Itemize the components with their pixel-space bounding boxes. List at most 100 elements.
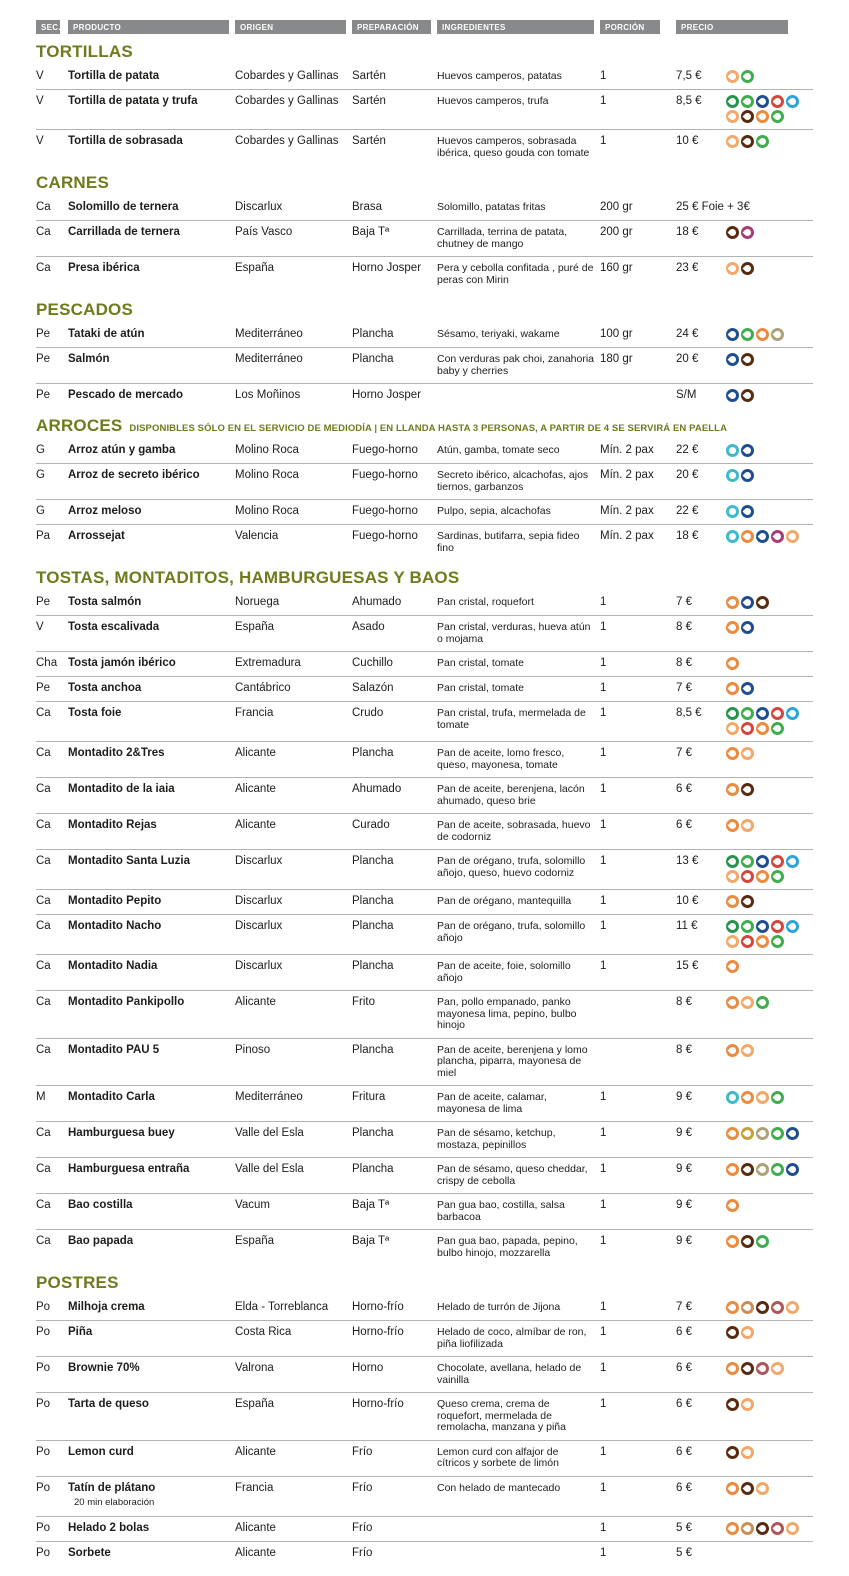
row-preparation: Curado (352, 819, 390, 831)
allergen-icons (726, 469, 812, 482)
row-origin: Alicante (235, 783, 276, 795)
row-preparation: Plancha (352, 895, 394, 907)
row-price-cell: 7 € (676, 746, 813, 771)
allergen-orange-icon (726, 1163, 739, 1176)
row-portion: Mín. 2 pax (600, 469, 654, 481)
row-origin: Mediterráneo (235, 353, 303, 365)
row-portion: 1 (600, 960, 607, 972)
allergen-green-icon (726, 707, 739, 720)
row-origin: Cobardes y Gallinas (235, 135, 339, 147)
product-note: 20 min elaboración (74, 1496, 155, 1508)
row-sec-code: Ca (36, 201, 51, 213)
row-price: 9 € (676, 1091, 692, 1103)
allergen-orange-icon (726, 747, 739, 760)
allergen-peach-icon (741, 996, 754, 1009)
row-price: 24 € (676, 328, 699, 340)
allergen-lime-icon (771, 1127, 784, 1140)
allergen-orange-icon (726, 1235, 739, 1248)
allergen-brown-icon (741, 895, 754, 908)
column-header-porcion: PORCIÓN (600, 20, 660, 34)
allergen-icons (726, 226, 812, 239)
allergen-icons (726, 1481, 812, 1495)
allergen-navy-icon (756, 95, 769, 108)
row-product: Pescado de mercado (68, 388, 235, 402)
row-price-cell: 9 € (676, 1234, 813, 1259)
allergen-tan-icon (741, 1301, 754, 1314)
allergen-icons (726, 1199, 812, 1212)
row-product: Presa ibérica (68, 261, 235, 286)
section-rows: G Arroz atún y gamba Molino Roca Fuego-h… (36, 439, 813, 560)
allergen-navy-icon (741, 621, 754, 634)
section-title: TOSTAS, MONTADITOS, HAMBURGUESAS Y BAOS (36, 568, 813, 588)
row-price: 23 € (676, 262, 699, 274)
row-ingredients: Pan de orégano, mantequilla (437, 895, 572, 907)
row-portion: 1 (600, 1521, 607, 1534)
allergen-brown-icon (741, 1163, 754, 1176)
menu-row: Po Milhoja crema Elda - Torreblanca Horn… (36, 1296, 813, 1320)
row-price-cell: 5 € (676, 1546, 813, 1560)
row-product: Lemon curd (68, 1445, 235, 1470)
row-price: 7 € (676, 747, 692, 759)
row-sec-code: Pe (36, 353, 51, 365)
allergen-lime-icon (741, 920, 754, 933)
row-price-cell: 8 € (676, 656, 813, 670)
row-price-cell: 7,5 € (676, 69, 813, 83)
row-product: Tatín de plátano 20 min elaboración (68, 1481, 235, 1510)
row-price-cell: 6 € (676, 1361, 813, 1386)
menu-row: G Arroz meloso Molino Roca Fuego-horno P… (36, 499, 813, 524)
allergen-orange-icon (756, 870, 769, 883)
allergen-navy-icon (756, 920, 769, 933)
row-product: Montadito Pepito (68, 894, 235, 908)
row-price-cell: 6 € (676, 1397, 813, 1434)
allergen-peach-icon (771, 1362, 784, 1375)
product-name: Presa ibérica (68, 262, 140, 274)
menu-row: G Arroz atún y gamba Molino Roca Fuego-h… (36, 439, 813, 463)
product-name: Tataki de atún (68, 328, 145, 340)
product-name: Montadito Nadia (68, 960, 158, 972)
allergen-lime-icon (771, 1163, 784, 1176)
allergen-lime-icon (741, 855, 754, 868)
row-ingredients: Pan cristal, tomate (437, 657, 524, 669)
allergen-navy-icon (726, 389, 739, 402)
row-preparation: Horno Josper (352, 262, 422, 274)
menu-row: Pe Tataki de atún Mediterráneo Plancha S… (36, 323, 813, 347)
row-preparation: Asado (352, 621, 385, 633)
allergen-orange-icon (726, 895, 739, 908)
row-price-cell: 7 € (676, 595, 813, 609)
row-portion (600, 1043, 676, 1080)
row-price: 6 € (676, 1362, 692, 1374)
row-origin: Discarlux (235, 895, 283, 907)
allergen-navy-icon (726, 353, 739, 366)
row-price: 9 € (676, 1235, 692, 1247)
allergen-brown-icon (741, 783, 754, 796)
row-price-cell: 10 € (676, 134, 813, 159)
row-preparation: Plancha (352, 328, 394, 340)
row-preparation: Cuchillo (352, 657, 393, 669)
row-portion: 180 gr (600, 353, 633, 365)
row-ingredients (437, 1521, 600, 1535)
product-name: Bao costilla (68, 1199, 133, 1211)
row-price-cell: 22 € (676, 443, 813, 457)
row-origin: Alicante (235, 1445, 276, 1458)
allergen-maroon-icon (771, 1521, 784, 1535)
row-ingredients: Carrillada, terrina de patata, chutney d… (437, 226, 568, 250)
allergen-orange-icon (726, 783, 739, 796)
allergen-lime-icon (771, 110, 784, 123)
product-name: Hamburguesa buey (68, 1127, 175, 1139)
section-title: ARROCES DISPONIBLES SÓLO EN EL SERVICIO D… (36, 416, 813, 436)
allergen-brown-icon (741, 135, 754, 148)
allergen-icons (726, 530, 812, 543)
allergen-brown-icon (741, 1481, 754, 1495)
allergen-icons (726, 1235, 812, 1248)
product-name: Milhoja crema (68, 1301, 145, 1313)
row-product: Tarta de queso (68, 1397, 235, 1434)
column-header-origen: ORIGEN (235, 20, 346, 34)
allergen-icons (726, 1398, 812, 1411)
allergen-icons (726, 996, 812, 1009)
table-header: SEC. PRODUCTO ORIGEN PREPARACIÓN INGREDI… (36, 20, 813, 34)
allergen-peach-icon (726, 870, 739, 883)
product-name: Lemon curd (68, 1445, 134, 1458)
allergen-brown-icon (741, 1362, 754, 1375)
allergen-icons (726, 328, 812, 341)
row-price-cell: 20 € (676, 352, 813, 377)
